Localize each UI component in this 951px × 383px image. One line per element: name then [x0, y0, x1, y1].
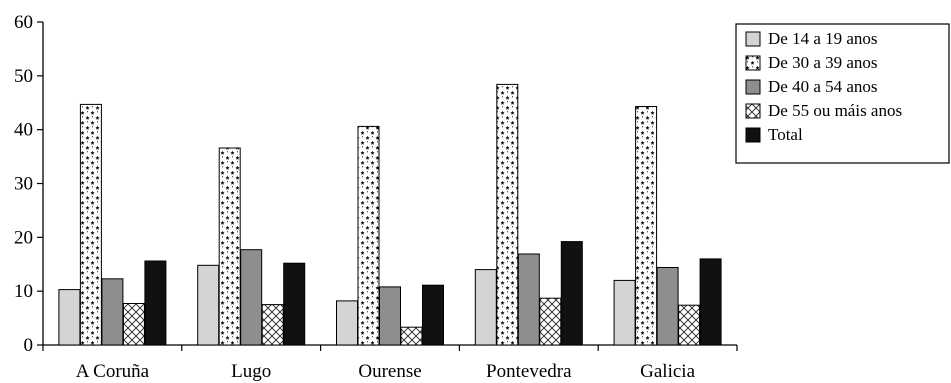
y-tick-label: 0	[24, 335, 34, 356]
legend-swatch	[745, 103, 761, 119]
bar	[79, 103, 102, 346]
legend-swatch	[745, 31, 761, 47]
legend-label: De 14 a 19 anos	[768, 29, 878, 48]
bar	[261, 304, 284, 346]
legend-label: De 30 a 39 anos	[768, 53, 878, 72]
legend-label: Total	[768, 125, 803, 144]
bar	[678, 304, 701, 346]
bar	[539, 297, 562, 346]
x-tick-label: A Coruña	[76, 361, 150, 382]
bar	[422, 284, 444, 346]
x-tick-label: Lugo	[231, 361, 271, 382]
legend-swatch	[745, 55, 761, 71]
bar	[496, 83, 519, 346]
bar	[400, 326, 423, 346]
bar	[560, 241, 583, 346]
bar	[58, 289, 81, 346]
bar	[240, 249, 263, 346]
legend-label: De 55 ou máis anos	[768, 101, 902, 120]
x-tick-label: Pontevedra	[486, 361, 572, 382]
bar	[635, 106, 658, 346]
bar	[122, 303, 145, 346]
y-tick-label: 20	[14, 227, 33, 248]
x-tick-label: Galicia	[640, 361, 695, 382]
legend-label: De 40 a 54 anos	[768, 77, 878, 96]
bar	[101, 278, 124, 346]
legend: De 14 a 19 anos De 30 a 39 anos De 40 a 54…	[735, 23, 950, 164]
bars	[58, 83, 722, 346]
bar	[517, 253, 540, 346]
bar	[144, 260, 167, 346]
bar	[218, 147, 241, 346]
y-tick-label: 40	[14, 120, 33, 141]
bar	[197, 264, 220, 346]
legend-box	[735, 23, 950, 164]
bar	[379, 286, 401, 346]
bar	[336, 300, 358, 346]
bar	[699, 258, 722, 346]
y-tick-label: 60	[14, 12, 33, 33]
y-tick-label: 50	[14, 66, 33, 87]
bar	[613, 279, 636, 346]
legend-swatch	[745, 79, 761, 95]
bar	[357, 125, 380, 346]
y-tick-label: 10	[14, 281, 33, 302]
x-tick-label: Ourense	[358, 361, 421, 382]
bar	[656, 267, 679, 346]
bar	[283, 262, 306, 346]
labels: 0 10 20 30 40 50 60 A Coruña Lugo Ourense Ponteved…	[14, 12, 696, 382]
legend-swatch	[745, 127, 761, 143]
y-tick-label: 30	[14, 174, 33, 195]
bar	[474, 269, 497, 346]
